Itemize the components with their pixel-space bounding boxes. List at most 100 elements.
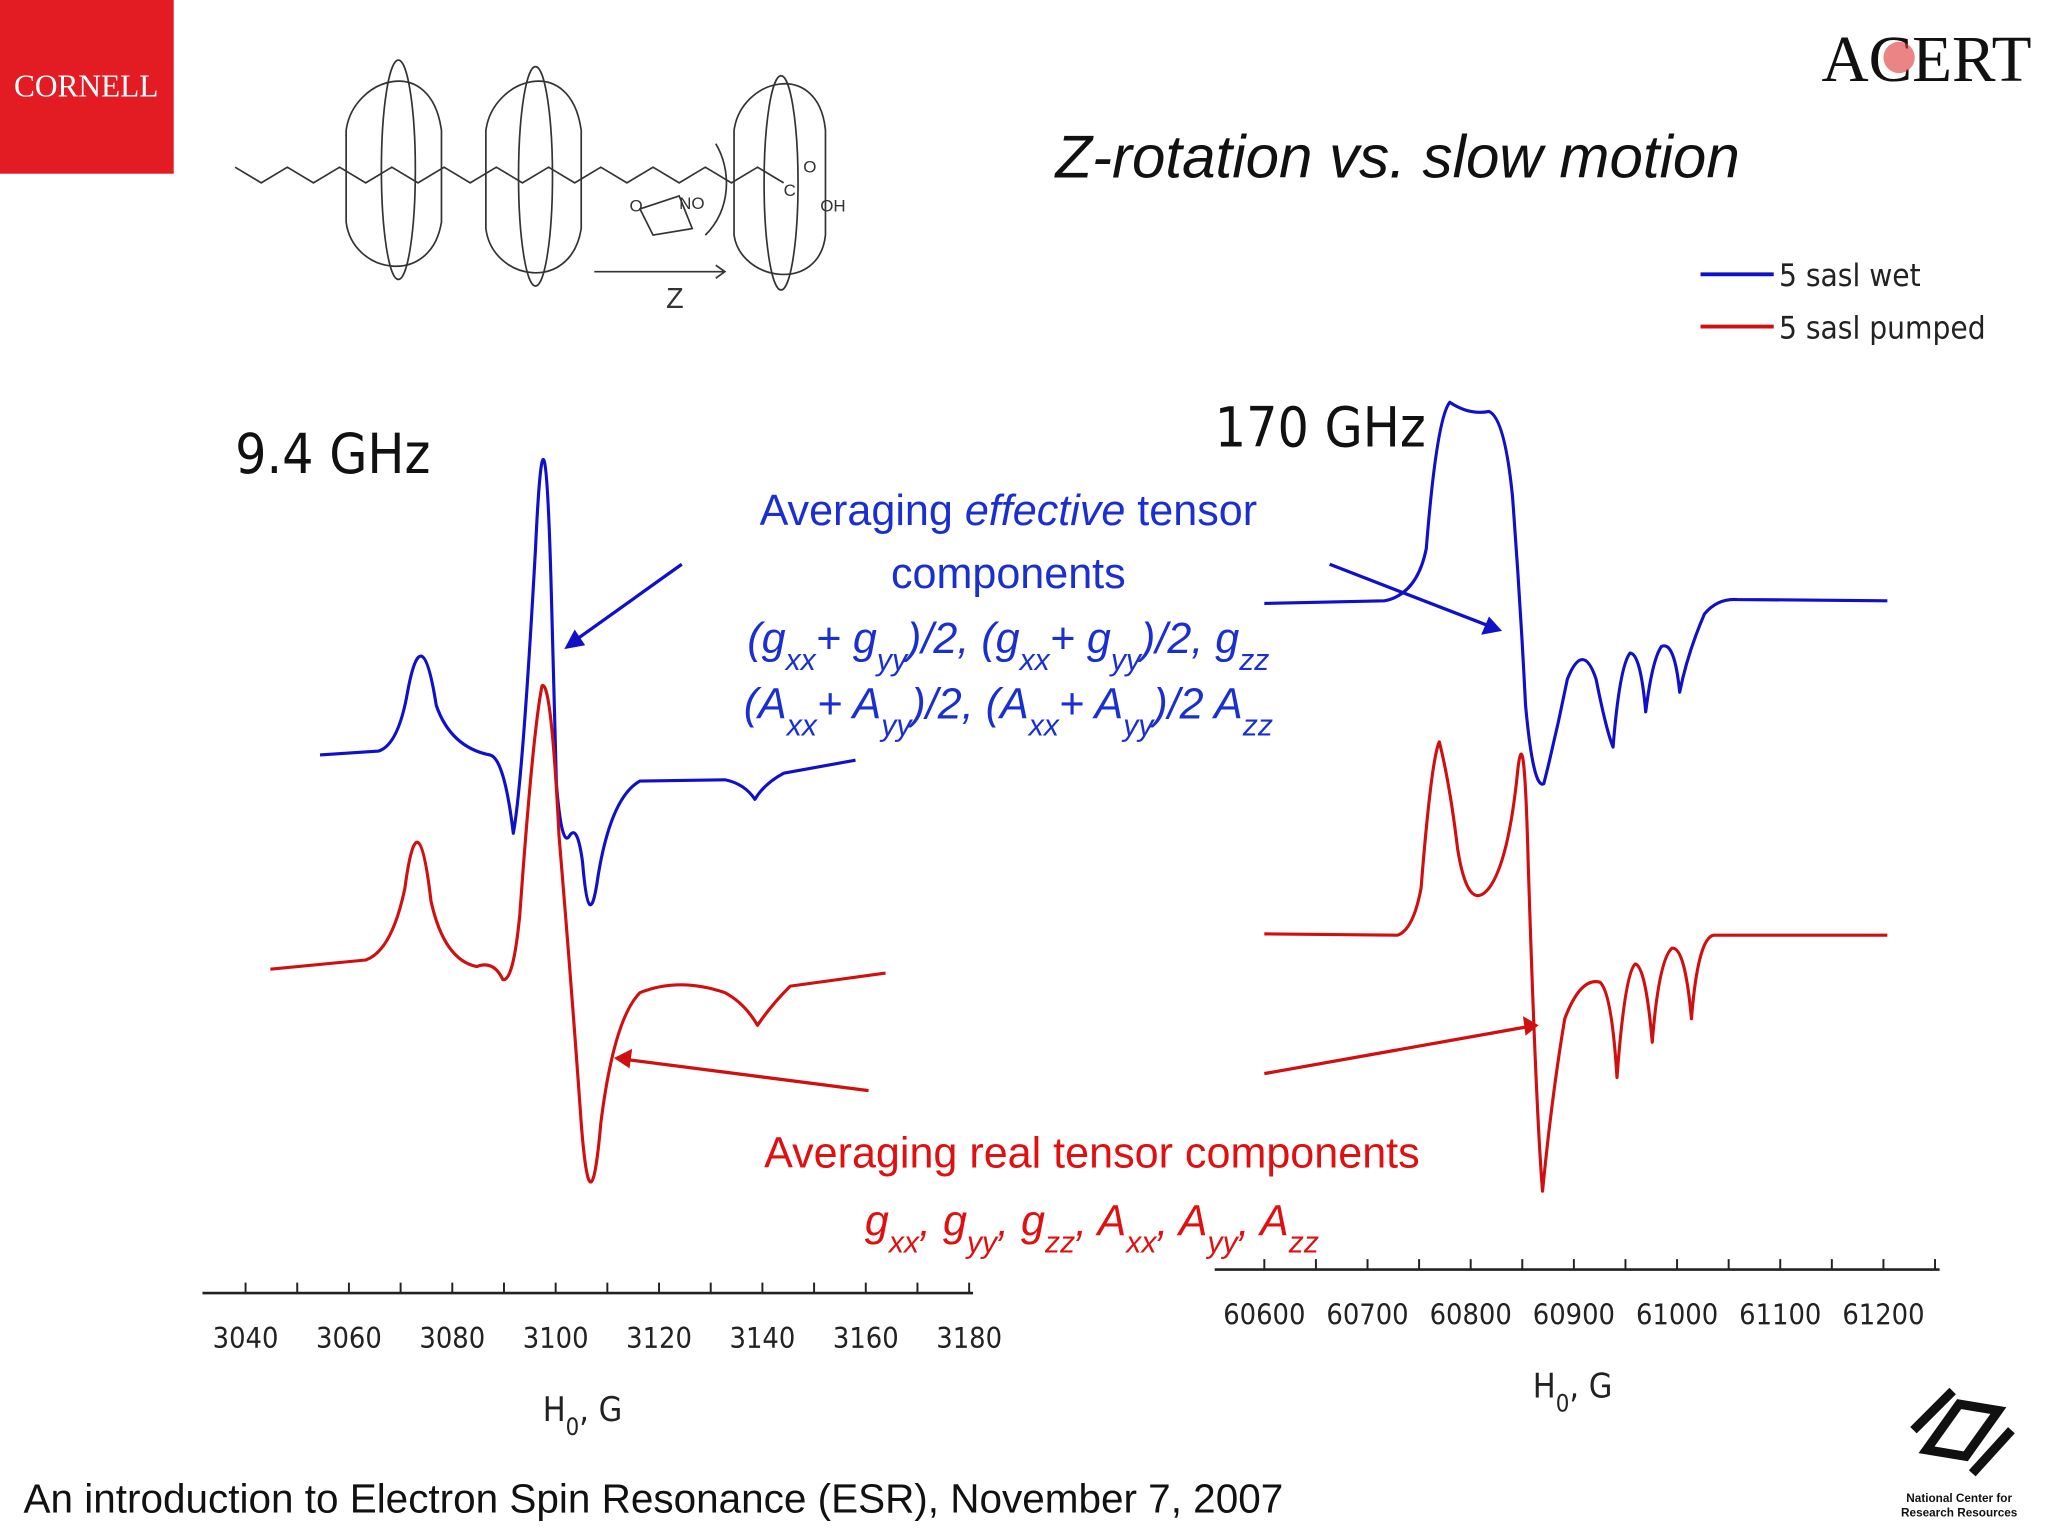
- text-run: )/2, (g: [902, 615, 1020, 663]
- text-run: , g: [997, 1198, 1045, 1246]
- ncrr-label: Research Resources: [1901, 1506, 2018, 1519]
- text-run: yy: [1121, 709, 1155, 742]
- panel-title: 170 GHz: [1215, 396, 1426, 460]
- text-run: xx: [784, 644, 817, 677]
- acert-emblem: [1883, 41, 1915, 74]
- arrow: [1264, 1025, 1529, 1076]
- text-run: zz: [1044, 1226, 1075, 1259]
- spectra: [270, 400, 1888, 1193]
- atom-label: O: [803, 157, 816, 176]
- legend-label: 5 sasl pumped: [1779, 310, 1986, 346]
- text-run: zz: [1242, 709, 1273, 742]
- x-tick-label: 60800: [1430, 1297, 1512, 1331]
- annotation-line: H0, G: [543, 1390, 623, 1441]
- text-run: yy: [965, 1226, 999, 1259]
- text-run: xx: [1124, 1226, 1157, 1259]
- annotation-line: H0, G: [1533, 1367, 1613, 1418]
- x-tick-label: 3100: [523, 1321, 589, 1355]
- x-tick-label: 3120: [626, 1321, 692, 1355]
- footer: An introduction to Electron Spin Resonan…: [24, 1475, 1284, 1521]
- ncrr-emblem: [1910, 1387, 2015, 1477]
- x-tick-label: 3180: [936, 1321, 1002, 1355]
- legend-label: 5 sasl wet: [1779, 258, 1921, 294]
- annotation-line: Averaging real tensor components: [764, 1130, 1420, 1178]
- text-run: , g: [919, 1198, 967, 1246]
- ncrr-label: National Center for: [1906, 1492, 2012, 1505]
- text-run: , A: [1156, 1198, 1207, 1246]
- text-run: , A: [1238, 1198, 1289, 1246]
- text-run: H: [543, 1390, 566, 1430]
- x-tick-label: 60700: [1326, 1297, 1408, 1331]
- text-run: (g: [747, 615, 785, 663]
- text-run: Averaging: [760, 487, 965, 535]
- text-run: xx: [785, 709, 818, 742]
- text-run: zz: [1238, 644, 1269, 677]
- diagram-labels: Z NO O C O OH: [630, 157, 846, 315]
- text-run: 0: [566, 1413, 580, 1441]
- text-run: + g: [1050, 615, 1111, 663]
- text-run: yy: [875, 644, 909, 677]
- x-tick-label: 3040: [213, 1321, 279, 1355]
- text-run: + A: [1059, 680, 1123, 728]
- text-run: 0: [1556, 1390, 1570, 1418]
- text-run: H: [1533, 1367, 1556, 1407]
- annotation-line: (gxx+ gyy)/2, (gxx+ gyy)/2, gzz: [747, 615, 1269, 677]
- arrow: [571, 562, 683, 644]
- x-tick-label: 61000: [1636, 1297, 1718, 1331]
- x-tick-label: 60900: [1533, 1297, 1615, 1331]
- text-run: )/2 A: [1148, 680, 1242, 728]
- atom-label: O: [630, 197, 643, 216]
- text-run: xx: [1018, 644, 1051, 677]
- x-tick-label: 3160: [833, 1321, 899, 1355]
- x-tick-label: 61100: [1739, 1297, 1821, 1331]
- arrowhead: [1481, 616, 1503, 635]
- x-tick-label: 3080: [419, 1321, 485, 1355]
- slide-title: Z-rotation vs. slow motion: [1053, 124, 1739, 191]
- x-tick-label: 61200: [1842, 1297, 1924, 1331]
- trace-pumped-9ghz: [270, 684, 886, 1184]
- trace-wet-9ghz: [319, 457, 856, 907]
- text-run: )/2, (A: [906, 680, 1028, 728]
- axis-z: Z: [666, 283, 684, 315]
- x-tick-label: 60600: [1223, 1297, 1305, 1331]
- text-run: yy: [1206, 1226, 1240, 1259]
- atom-label: NO: [679, 194, 704, 213]
- x-tick-label: 3140: [730, 1321, 796, 1355]
- arrowhead: [1522, 1016, 1539, 1036]
- text-run: , G: [579, 1390, 622, 1430]
- arrow: [624, 1057, 869, 1093]
- text-run: xx: [1027, 709, 1060, 742]
- annotation-line: gxx, gyy, gzz, Axx, Ayy, Azz: [865, 1198, 1319, 1260]
- x-tick-label: 3060: [316, 1321, 382, 1355]
- annotation-line: Averaging effective tensor: [760, 487, 1258, 535]
- text-run: yy: [879, 709, 913, 742]
- text-run: xx: [887, 1226, 920, 1259]
- text-run: (A: [744, 680, 787, 728]
- panel-title: 9.4 GHz: [235, 422, 430, 486]
- cornell-logo-box: [0, 0, 174, 174]
- annotation-line: components: [891, 550, 1126, 598]
- text-run: tensor: [1125, 487, 1257, 535]
- molecule-diagram: [234, 59, 827, 291]
- text-run: + g: [816, 615, 877, 663]
- atom-label: C: [784, 181, 796, 200]
- annotation-line: (Axx+ Ayy)/2, (Axx+ Ayy)/2 Azz: [744, 680, 1273, 742]
- text-run: + A: [817, 680, 881, 728]
- trace-pumped-170ghz: [1264, 740, 1888, 1193]
- text-run: zz: [1288, 1226, 1319, 1259]
- arrows: [564, 562, 1539, 1093]
- arrowhead: [564, 629, 586, 650]
- text-run: , A: [1075, 1198, 1126, 1246]
- atom-label: OH: [820, 197, 845, 216]
- text-run: )/2, g: [1136, 615, 1239, 663]
- text-run: effective: [965, 487, 1126, 535]
- text-run: yy: [1109, 644, 1143, 677]
- arrowhead: [613, 1048, 633, 1069]
- cornell-logo: CORNELL: [14, 69, 158, 104]
- arrow: [1329, 562, 1493, 629]
- text-run: g: [865, 1198, 889, 1246]
- text-run: , G: [1569, 1367, 1612, 1407]
- trace-wet-170ghz: [1264, 400, 1888, 786]
